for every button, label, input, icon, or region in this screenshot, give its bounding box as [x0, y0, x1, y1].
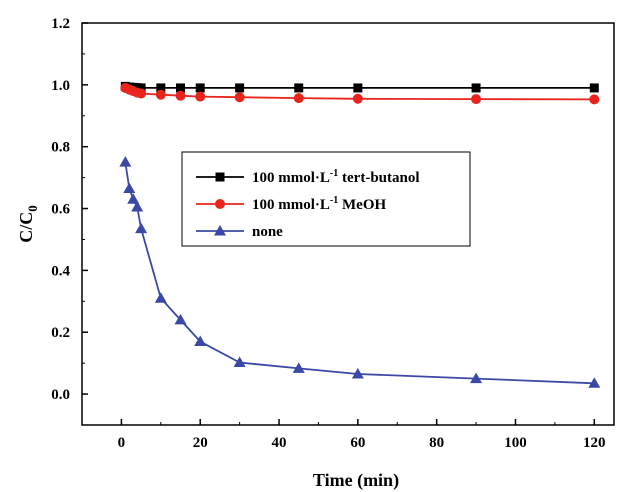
series-2	[120, 82, 600, 105]
data-point	[136, 88, 147, 99]
legend-label: 100 mmol·L-1 MeOH	[252, 195, 386, 213]
legend-label-sup: -1	[330, 168, 338, 179]
y-tick-label: 1.2	[51, 16, 70, 32]
y-tick-label: 0.8	[51, 140, 70, 156]
legend-label-main: none	[252, 224, 283, 240]
data-point	[292, 362, 305, 373]
data-point	[156, 83, 166, 93]
data-point	[123, 182, 136, 193]
data-point	[352, 93, 363, 104]
data-point	[215, 172, 225, 182]
data-point	[215, 199, 225, 209]
x-axis: 0 20 40 60 80 100 120	[81, 419, 606, 451]
data-point	[235, 83, 245, 93]
x-tick-label: 60	[350, 435, 365, 451]
data-point	[119, 156, 132, 167]
y-axis: 0.0 0.2 0.4 0.6 0.8 1.0 1.2	[51, 16, 88, 403]
legend-label-rest: tert-butanol	[338, 170, 419, 186]
plot-frame	[81, 22, 615, 426]
x-tick-label: 40	[272, 435, 287, 451]
data-point	[471, 94, 482, 105]
y-tick-label: 0.4	[51, 263, 70, 279]
data-point	[588, 377, 601, 388]
data-point	[293, 93, 304, 104]
x-tick-label: 100	[504, 435, 527, 451]
y-axis-label-main: C/C	[16, 212, 36, 243]
data-point	[135, 222, 148, 234]
legend-label-rest: MeOH	[338, 197, 386, 213]
x-tick-label: 0	[118, 435, 126, 451]
series-layer	[119, 81, 601, 388]
legend-item: none	[196, 224, 283, 240]
data-point	[175, 90, 186, 101]
data-point	[131, 200, 144, 212]
legend-label: 100 mmol·L-1 tert-butanol	[252, 168, 420, 186]
y-axis-label-sub: 0	[25, 205, 40, 212]
data-point	[136, 83, 146, 93]
data-point	[154, 292, 167, 303]
x-axis-label: Time (min)	[313, 470, 399, 491]
legend-item: 100 mmol·L-1 MeOH	[196, 195, 386, 213]
data-point	[195, 91, 206, 102]
legend-label-sup: -1	[330, 195, 338, 206]
data-point	[589, 94, 600, 105]
legend-label-main: 100 mmol·L	[252, 197, 330, 213]
x-tick-label: 20	[193, 435, 208, 451]
data-point	[174, 313, 187, 325]
data-point	[214, 225, 226, 236]
y-tick-label: 1.0	[51, 78, 70, 94]
series-1	[120, 81, 599, 93]
data-point	[155, 89, 166, 100]
y-axis-label: C/C0	[16, 205, 40, 243]
data-point	[127, 193, 140, 204]
data-point	[234, 92, 245, 103]
data-point	[294, 83, 304, 93]
data-point	[353, 83, 363, 93]
data-point	[195, 83, 205, 93]
y-tick-label: 0.0	[51, 387, 70, 403]
x-tick-label: 120	[583, 435, 606, 451]
y-tick-label: 0.6	[51, 202, 70, 218]
data-point	[470, 372, 483, 384]
data-point	[351, 367, 364, 379]
legend-item: 100 mmol·L-1 tert-butanol	[196, 168, 420, 186]
data-point	[194, 335, 207, 347]
data-point	[589, 83, 599, 93]
series-3	[119, 156, 601, 388]
data-point	[233, 356, 246, 368]
x-tick-label: 80	[429, 435, 444, 451]
legend-label-main: 100 mmol·L	[252, 170, 330, 186]
data-point	[471, 83, 481, 93]
y-tick-label: 0.2	[51, 325, 70, 341]
legend-label: none	[252, 224, 283, 240]
data-point	[176, 83, 186, 93]
